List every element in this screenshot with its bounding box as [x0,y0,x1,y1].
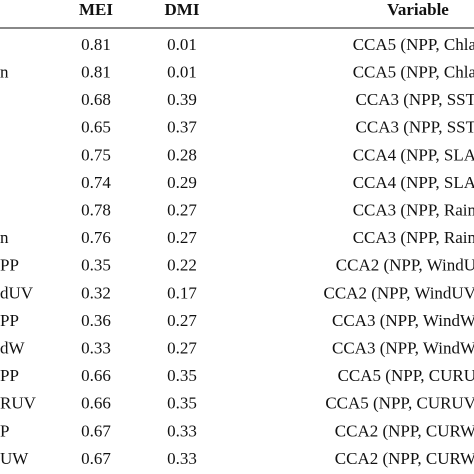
variable-cell: CCA4 (NPP, SLA [353,173,474,192]
row-label: dW [0,339,26,358]
row-label: UW [0,449,29,468]
column-header: DMI [165,0,200,19]
variable-cell: CCA5 (NPP, Chla [353,63,474,82]
variable-cell: CCA3 (NPP, SST [356,90,474,109]
mei-cell: 0.65 [81,118,111,137]
variable-cell: CCA4 (NPP, SLA [353,145,474,164]
column-header: Variable [387,0,449,19]
dmi-cell: 0.27 [167,201,197,220]
variable-cell: CCA2 (NPP, CURW [335,421,474,440]
variable-cell: CCA3 (NPP, SST [356,118,474,137]
dmi-cell: 0.33 [167,421,197,440]
variable-cell: CCA3 (NPP, Rain [353,201,474,220]
dmi-cell: 0.27 [167,339,197,358]
column-header: MEI [79,0,113,19]
variable-cell: CCA2 (NPP, WindUV [323,283,474,302]
row-label: P [0,421,9,440]
mei-cell: 0.33 [81,339,111,358]
mei-cell: 0.32 [81,283,111,302]
mei-cell: 0.36 [81,311,111,330]
dmi-cell: 0.28 [167,145,197,164]
mei-cell: 0.76 [81,228,111,247]
variable-cell: CCA5 (NPP, CURU [338,366,474,385]
variable-cell: CCA3 (NPP, WindW [332,339,474,358]
variable-cell: CCA5 (NPP, CURUV [325,394,474,413]
row-label: PP [0,256,19,275]
mei-cell: 0.68 [81,90,111,109]
dmi-cell: 0.01 [167,63,197,82]
mei-cell: 0.35 [81,256,111,275]
dmi-cell: 0.27 [167,228,197,247]
mei-cell: 0.81 [81,63,111,82]
variable-cell: CCA2 (NPP, CURW [335,449,474,468]
dmi-cell: 0.29 [167,173,197,192]
row-label: RUV [0,394,37,413]
variable-cell: CCA3 (NPP, WindW [332,311,474,330]
dmi-cell: 0.35 [167,394,197,413]
dmi-cell: 0.22 [167,256,197,275]
dmi-cell: 0.33 [167,449,197,468]
row-label: n [0,63,9,82]
row-label: PP [0,311,19,330]
dmi-cell: 0.35 [167,366,197,385]
variable-cell: CCA3 (NPP, Rain [353,228,474,247]
mei-cell: 0.78 [81,201,111,220]
row-label: dUV [0,283,34,302]
mei-cell: 0.81 [81,35,111,54]
dmi-cell: 0.37 [167,118,197,137]
mei-cell: 0.66 [81,366,111,385]
variable-cell: CCA2 (NPP, WindU [336,256,474,275]
dmi-cell: 0.01 [167,35,197,54]
mei-cell: 0.74 [81,173,111,192]
variable-cell: CCA5 (NPP, Chla [353,35,474,54]
row-label: PP [0,366,19,385]
mei-cell: 0.66 [81,394,111,413]
dmi-cell: 0.27 [167,311,197,330]
mei-cell: 0.75 [81,145,111,164]
row-label: n [0,228,9,247]
mei-cell: 0.67 [81,449,111,468]
mei-cell: 0.67 [81,421,111,440]
dmi-cell: 0.39 [167,90,197,109]
dmi-cell: 0.17 [167,283,197,302]
